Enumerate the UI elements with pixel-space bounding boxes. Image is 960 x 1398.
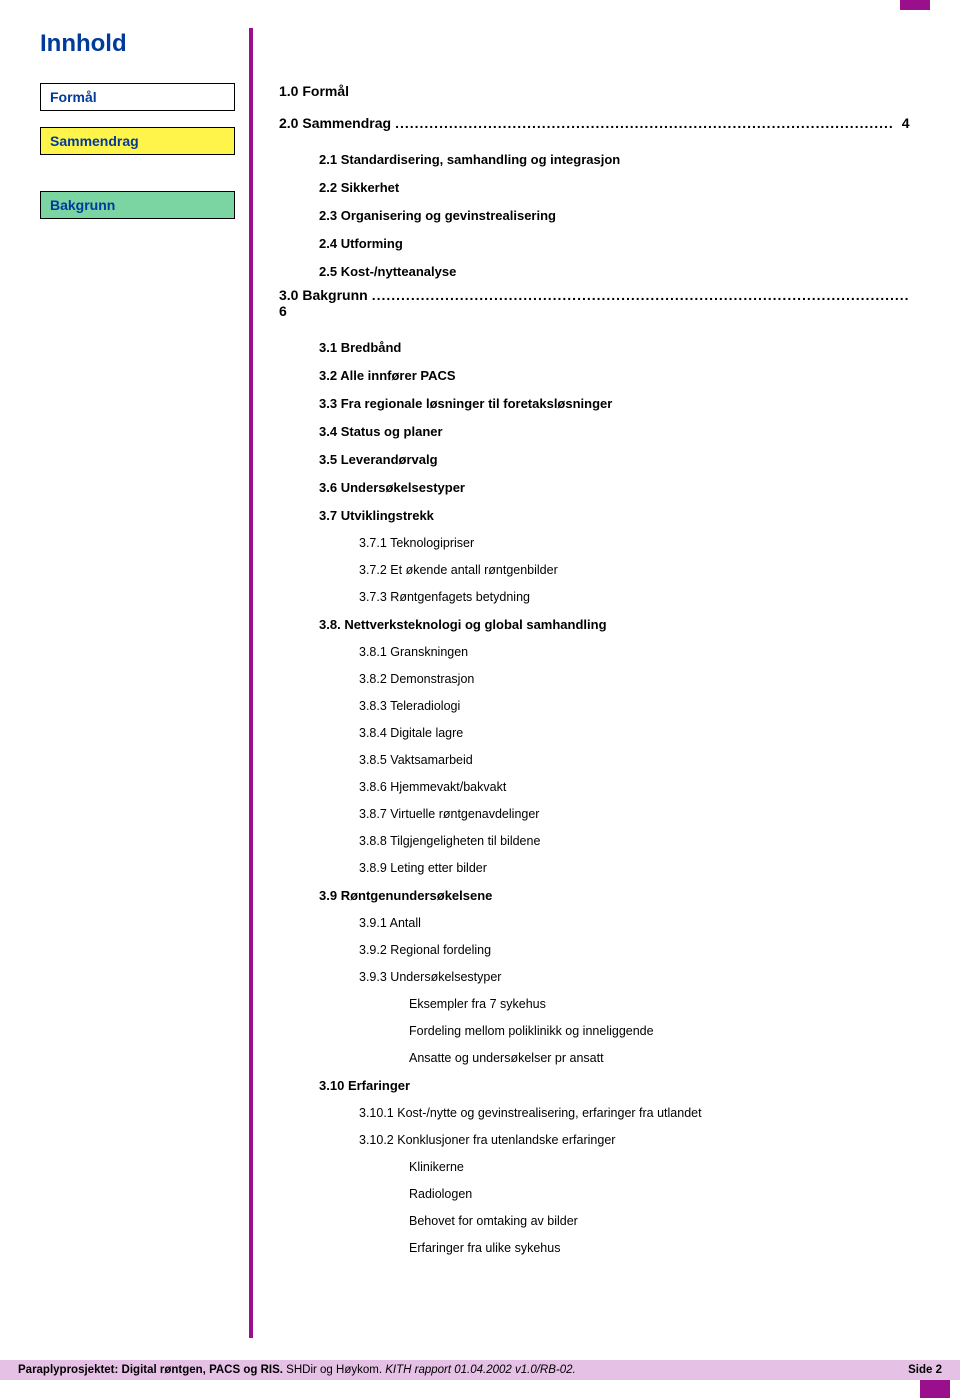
- nav-item-bakgrunn[interactable]: Bakgrunn: [40, 191, 235, 219]
- toc-num: 3.0: [279, 287, 298, 303]
- footer-left: Paraplyprosjektet: Digital røntgen, PACS…: [18, 1364, 576, 1376]
- toc-subitem[interactable]: 3.9.3 Undersøkelsestyper: [359, 965, 920, 990]
- toc-num: 2.0: [279, 115, 298, 131]
- toc: 1.0 Formål 2.0 Sammendrag...............…: [267, 83, 920, 1338]
- toc-item[interactable]: 3.6 Undersøkelsestyper: [319, 475, 920, 501]
- toc-num: 1.0: [279, 83, 298, 99]
- toc-subitem[interactable]: 3.8.2 Demonstrasjon: [359, 667, 920, 692]
- sidebar: Formål Sammendrag Bakgrunn: [40, 83, 235, 1338]
- toc-item[interactable]: 3.8. Nettverksteknologi og global samhan…: [319, 612, 920, 638]
- toc-page: 6: [279, 303, 287, 319]
- toc-item[interactable]: 3.7 Utviklingstrekk: [319, 503, 920, 529]
- toc-title: Sammendrag: [302, 115, 391, 131]
- toc-subsubitem[interactable]: Fordeling mellom poliklinikk og inneligg…: [409, 1019, 920, 1044]
- toc-item[interactable]: 3.4 Status og planer: [319, 419, 920, 445]
- toc-item[interactable]: 2.3 Organisering og gevinstrealisering: [319, 203, 920, 229]
- toc-section-2[interactable]: 2.0 Sammendrag..........................…: [279, 115, 920, 131]
- toc-subitem[interactable]: 3.8.6 Hjemmevakt/bakvakt: [359, 775, 920, 800]
- toc-subitem[interactable]: 3.9.1 Antall: [359, 911, 920, 936]
- toc-item[interactable]: 3.5 Leverandørvalg: [319, 447, 920, 473]
- nav-item-sammendrag[interactable]: Sammendrag: [40, 127, 235, 155]
- toc-item[interactable]: 2.2 Sikkerhet: [319, 175, 920, 201]
- toc-subsubitem[interactable]: Ansatte og undersøkelser pr ansatt: [409, 1046, 920, 1071]
- footer-project-title: Paraplyprosjektet: Digital røntgen, PACS…: [18, 1364, 283, 1376]
- toc-subitem[interactable]: 3.9.2 Regional fordeling: [359, 938, 920, 963]
- toc-subsubitem[interactable]: Klinikerne: [409, 1155, 920, 1180]
- footer-report: KITH rapport 01.04.2002 v1.0/RB-02.: [385, 1364, 576, 1376]
- footer: Paraplyprosjektet: Digital røntgen, PACS…: [0, 1360, 960, 1380]
- toc-subitem[interactable]: 3.10.1 Kost-/nytte og gevinstrealisering…: [359, 1101, 920, 1126]
- toc-page: 4: [902, 115, 910, 131]
- toc-item[interactable]: 3.1 Bredbånd: [319, 335, 920, 361]
- toc-item[interactable]: 3.3 Fra regionale løsninger til foretaks…: [319, 391, 920, 417]
- toc-subsubitem[interactable]: Eksempler fra 7 sykehus: [409, 992, 920, 1017]
- toc-item[interactable]: 2.5 Kost-/nytteanalyse: [319, 259, 920, 285]
- footer-accent-bar: [920, 1380, 950, 1398]
- vertical-divider: [249, 28, 253, 1338]
- toc-item[interactable]: 2.1 Standardisering, samhandling og inte…: [319, 147, 920, 173]
- toc-subitem[interactable]: 3.8.4 Digitale lagre: [359, 721, 920, 746]
- toc-subitem[interactable]: 3.8.3 Teleradiologi: [359, 694, 920, 719]
- toc-item[interactable]: 3.10 Erfaringer: [319, 1073, 920, 1099]
- toc-title: Bakgrunn: [302, 287, 367, 303]
- toc-subsubitem[interactable]: Radiologen: [409, 1182, 920, 1207]
- toc-subitem[interactable]: 3.8.7 Virtuelle røntgenavdelinger: [359, 802, 920, 827]
- toc-section-1[interactable]: 1.0 Formål: [279, 83, 920, 99]
- page-title: Innhold: [40, 30, 920, 58]
- toc-subitem[interactable]: 3.8.8 Tilgjengeligheten til bildene: [359, 829, 920, 854]
- toc-subitem[interactable]: 3.7.3 Røntgenfagets betydning: [359, 585, 920, 610]
- toc-subitem[interactable]: 3.7.2 Et økende antall røntgenbilder: [359, 558, 920, 583]
- nav-item-formal[interactable]: Formål: [40, 83, 235, 111]
- toc-subitem[interactable]: 3.8.5 Vaktsamarbeid: [359, 748, 920, 773]
- toc-subsubitem[interactable]: Behovet for omtaking av bilder: [409, 1209, 920, 1234]
- toc-subitem[interactable]: 3.10.2 Konklusjoner fra utenlandske erfa…: [359, 1128, 920, 1153]
- toc-subitem[interactable]: 3.8.9 Leting etter bilder: [359, 856, 920, 881]
- toc-title: Formål: [302, 83, 349, 99]
- toc-item[interactable]: 3.2 Alle innfører PACS: [319, 363, 920, 389]
- toc-item[interactable]: 2.4 Utforming: [319, 231, 920, 257]
- toc-subitem[interactable]: 3.8.1 Granskningen: [359, 640, 920, 665]
- toc-subsubitem[interactable]: Erfaringer fra ulike sykehus: [409, 1236, 920, 1261]
- toc-item[interactable]: 3.9 Røntgenundersøkelsene: [319, 883, 920, 909]
- top-accent-bar: [900, 0, 930, 10]
- footer-org: SHDir og Høykom.: [283, 1364, 385, 1376]
- toc-section-3[interactable]: 3.0 Bakgrunn............................…: [279, 287, 920, 319]
- footer-page-number: Side 2: [908, 1364, 942, 1376]
- toc-subitem[interactable]: 3.7.1 Teknologipriser: [359, 531, 920, 556]
